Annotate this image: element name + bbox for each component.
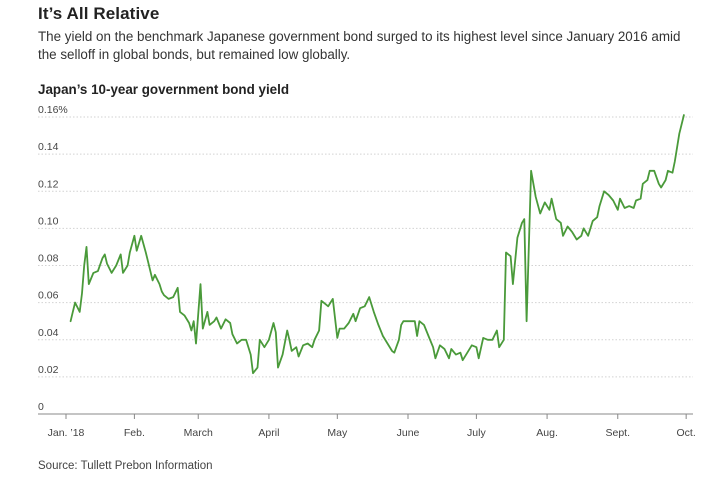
headline: It’s All Relative <box>38 4 160 23</box>
y-tick-label: 0.06 <box>38 290 59 302</box>
x-axis-tick-labels: Jan. ’18 Feb. March April May June July Aug. Sep… <box>48 414 696 439</box>
line-chart: 0 0.02 0.04 0.06 0.08 0.10 0.12 0.14 0.16% Jan. … <box>38 104 696 439</box>
x-tick-label: June <box>397 427 420 439</box>
series-layer <box>69 114 685 375</box>
x-tick-label: July <box>467 427 486 439</box>
y-tick-label: 0.16% <box>38 104 68 116</box>
source-note: Source: Tullett Prebon Information <box>38 460 213 472</box>
y-tick-label: 0.10 <box>38 215 59 227</box>
x-tick-label: Oct. <box>677 427 696 439</box>
x-tick-label: Aug. <box>536 427 558 439</box>
gridlines <box>38 116 693 415</box>
y-tick-label: 0.08 <box>38 253 59 265</box>
y-tick-label: 0.12 <box>38 178 59 190</box>
subheadline: The yield on the benchmark Japanese gove… <box>38 29 681 62</box>
x-tick-label: April <box>258 427 279 439</box>
y-axis-tick-labels: 0 0.02 0.04 0.06 0.08 0.10 0.12 0.14 0.16% <box>38 104 68 413</box>
x-tick-label: Feb. <box>124 427 145 439</box>
x-tick-label: March <box>184 427 213 439</box>
y-tick-label: 0.14 <box>38 141 59 153</box>
chart-title: Japan’s 10-year government bond yield <box>38 82 290 97</box>
x-tick-label: Sept. <box>605 427 630 439</box>
y-tick-label: 0.04 <box>38 327 59 339</box>
series-line <box>69 114 685 375</box>
y-tick-label: 0 <box>38 401 44 413</box>
x-tick-label: May <box>327 427 348 439</box>
x-tick-label: Jan. ’18 <box>48 427 85 439</box>
y-tick-label: 0.02 <box>38 364 59 376</box>
